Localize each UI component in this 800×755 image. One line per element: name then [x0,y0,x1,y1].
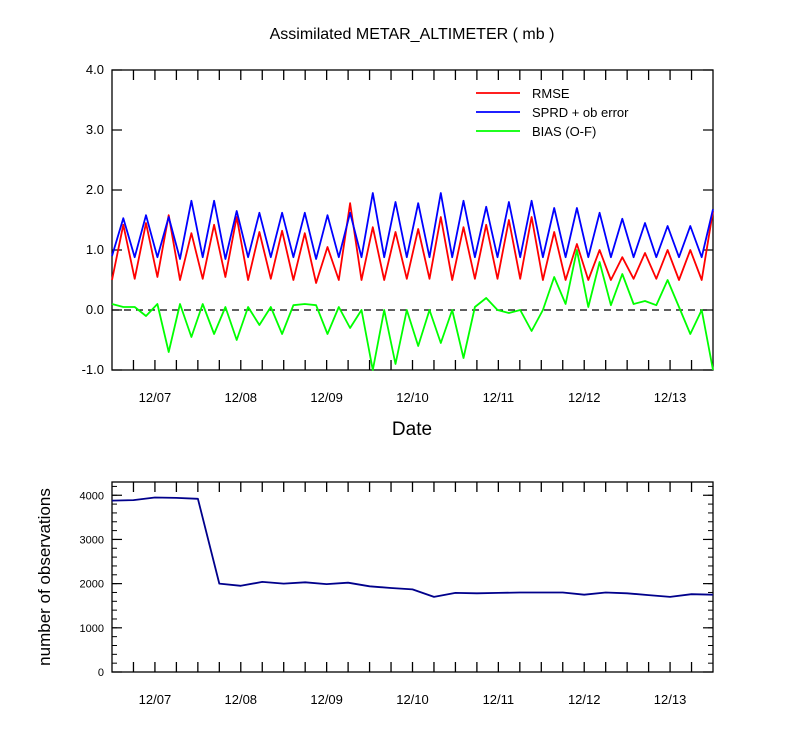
x-tick-label: 12/09 [310,692,343,707]
y-tick-label: 0 [98,667,104,679]
y-tick-label: 1000 [80,623,104,635]
legend-label-sprd: SPRD + ob error [532,105,629,120]
series-line-rmse [111,202,714,284]
top-y-axis: 4.0 3.0 2.0 1.0 0.0 -1.0 [82,62,713,377]
x-tick-label: 12/08 [225,692,258,707]
y-tick-label: 1.0 [86,242,104,257]
series-line-observations [111,496,714,598]
top-series-group [111,192,714,371]
x-tick-label: 12/10 [396,692,429,707]
x-tick-label: 12/13 [654,390,687,405]
y-tick-label: -1.0 [82,362,104,377]
bottom-series-group [111,496,714,598]
legend-label-rmse: RMSE [532,86,570,101]
x-tick-label: 12/12 [568,390,601,405]
y-tick-label: 3000 [80,534,104,546]
x-axis-label: Date [392,419,432,440]
bottom-plot-frame [111,481,714,673]
y-tick-label: 3.0 [86,122,104,137]
x-tick-label: 12/07 [139,692,172,707]
x-tick-label: 12/11 [483,692,515,707]
y-tick-label: 2.0 [86,182,104,197]
x-tick-label: 12/13 [654,692,687,707]
bottom-y-axis: 4000 3000 2000 1000 0 [80,485,713,679]
y-axis-label-observations: number of observations [35,488,54,666]
legend: RMSE SPRD + ob error BIAS (O-F) [476,86,629,139]
series-line-sprd-ob-error [111,192,714,260]
chart-title: Assimilated METAR_ALTIMETER ( mb ) [270,26,555,43]
x-tick-label: 12/12 [568,692,601,707]
y-tick-label: 2000 [80,579,104,591]
y-tick-label: 4000 [80,490,104,502]
x-tick-label: 12/10 [396,390,429,405]
x-tick-label: 12/09 [310,390,343,405]
x-tick-label: 12/11 [483,390,515,405]
legend-label-bias: BIAS (O-F) [532,124,596,139]
bottom-x-axis: 12/07 12/08 12/09 12/10 12/11 12/12 12/13 [132,482,693,707]
y-tick-label: 4.0 [86,62,104,77]
x-tick-label: 12/07 [139,390,172,405]
y-tick-label: 0.0 [86,302,104,317]
series-line-bias-o-f [111,249,714,371]
x-tick-label: 12/08 [225,390,258,405]
top-x-axis: 12/07 12/08 12/09 12/10 12/11 12/12 12/13 [132,70,693,405]
